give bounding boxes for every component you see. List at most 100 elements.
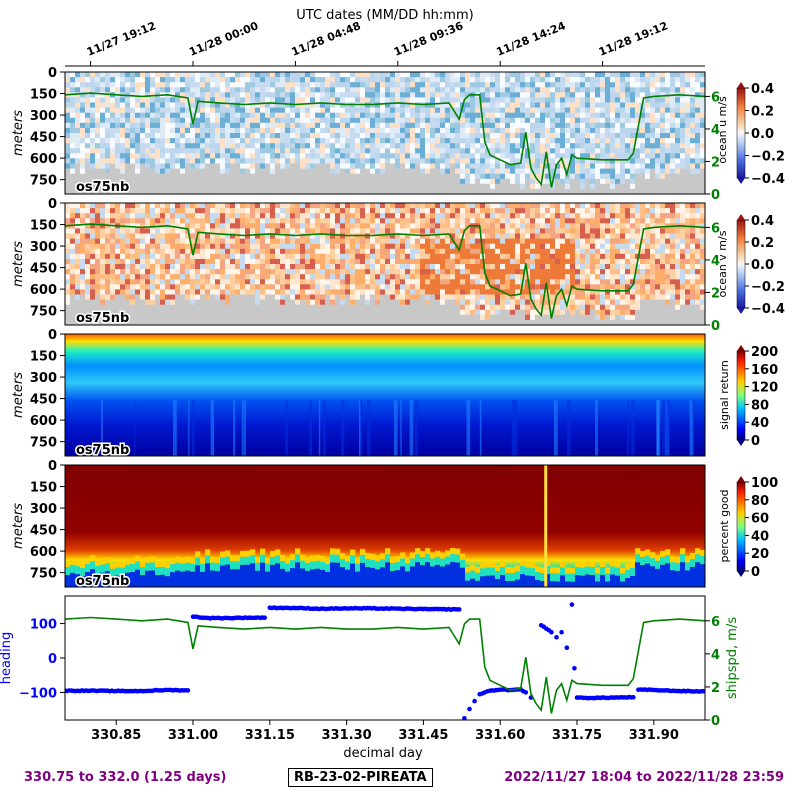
heatmap-cell <box>450 238 456 244</box>
heatmap-cell <box>100 248 106 255</box>
heatmap-cell <box>155 117 161 124</box>
heatmap-cell <box>230 258 236 265</box>
heatmap-cell <box>220 218 226 224</box>
speed-tick-label: 4 <box>711 123 720 138</box>
heatmap-cell <box>230 253 236 260</box>
heatmap-cell <box>275 107 281 113</box>
heatmap-cell <box>285 163 291 169</box>
heatmap-cell <box>280 213 286 219</box>
heatmap-cell <box>265 122 271 129</box>
heatmap-cell <box>575 138 581 144</box>
heatmap-cell <box>685 102 691 108</box>
heatmap-cell <box>645 158 651 164</box>
heatmap-cell <box>270 228 276 234</box>
heatmap-cell <box>355 158 361 164</box>
heatmap-cell <box>315 253 321 260</box>
heatmap-cell <box>220 133 226 139</box>
heatmap-cell <box>150 299 156 305</box>
heatmap-cell <box>200 163 206 169</box>
heatmap-cell <box>285 299 291 305</box>
heatmap-cell <box>365 284 371 290</box>
heatmap-cell <box>160 284 166 290</box>
heatmap-cell <box>320 233 326 239</box>
heatmap-cell <box>100 82 106 88</box>
heatmap-cell <box>70 253 76 260</box>
heatmap-cell <box>425 183 431 190</box>
heatmap-cell <box>320 279 326 285</box>
heatmap-cell <box>410 233 416 239</box>
heatmap-cell <box>560 138 566 144</box>
heatmap-cell <box>315 238 321 244</box>
heatmap-cell <box>465 87 471 93</box>
heatmap-cell <box>155 148 161 154</box>
heatmap-cell <box>440 77 446 83</box>
colorbar-u-top-arrow <box>737 82 745 88</box>
heatmap-cell <box>585 143 591 149</box>
heatmap-cell <box>160 178 166 185</box>
heatmap-cell <box>385 233 391 239</box>
heatmap-cell <box>400 143 406 149</box>
heatmap-cell <box>320 314 326 321</box>
heatmap-cell <box>215 248 221 255</box>
heatmap-cell <box>160 183 166 190</box>
heatmap-cell <box>415 122 421 129</box>
heatmap-cell <box>170 178 176 185</box>
heatmap-cell <box>225 117 231 124</box>
heatmap-cell <box>225 248 231 255</box>
heatmap-cell <box>690 148 696 154</box>
heatmap-cell <box>100 228 106 234</box>
heatmap-cell <box>100 127 106 134</box>
heatmap-cell <box>335 82 341 88</box>
heatmap-cell <box>315 279 321 285</box>
heatmap-cell <box>100 238 106 244</box>
heatmap-cell <box>455 97 461 103</box>
heatmap-cell <box>400 158 406 164</box>
heatmap-cell <box>135 279 141 285</box>
heatmap-cell <box>310 243 316 250</box>
heatmap-cell <box>640 188 646 194</box>
heatmap-cell <box>320 122 326 129</box>
heatmap-cell <box>590 117 596 124</box>
heatmap-cell <box>95 218 101 224</box>
heatmap-cell <box>305 92 311 98</box>
heatmap-cell <box>270 117 276 124</box>
heatmap-cell <box>380 304 386 311</box>
heatmap-cell <box>555 87 561 93</box>
heatmap-cell <box>250 97 256 103</box>
heatmap-cell <box>565 133 571 139</box>
heatmap-cell <box>325 269 331 275</box>
heatmap-cell <box>650 122 656 129</box>
heatmap-cell <box>425 168 431 174</box>
heatmap-cell <box>460 82 466 88</box>
heatmap-cell <box>80 92 86 98</box>
heatmap-cell <box>440 133 446 139</box>
heatmap-cell <box>75 243 81 250</box>
heatmap-cell <box>135 264 141 270</box>
heatmap-cell <box>555 168 561 174</box>
heatmap-cell <box>260 72 266 78</box>
heatmap-cell <box>120 314 126 321</box>
heatmap-cell <box>130 264 136 270</box>
heatmap-cell <box>80 228 86 234</box>
heatmap-cell <box>345 133 351 139</box>
heatmap-cell <box>410 138 416 144</box>
heatmap-cell <box>205 253 211 260</box>
heatmap-cell <box>535 82 541 88</box>
heatmap-cell <box>250 264 256 270</box>
heatmap-cell <box>535 87 541 93</box>
heatmap-cell <box>400 97 406 103</box>
heatmap-cell <box>440 178 446 185</box>
heatmap-cell <box>170 82 176 88</box>
heatmap-cell <box>165 213 171 219</box>
heatmap-cell <box>435 269 441 275</box>
heatmap-cell <box>120 188 126 194</box>
heatmap-cell <box>130 97 136 103</box>
heatmap-cell <box>90 314 96 321</box>
heatmap-cell <box>375 253 381 260</box>
heatmap-cell <box>450 243 456 250</box>
heatmap-cell <box>565 97 571 103</box>
heatmap-cell <box>145 82 151 88</box>
heatmap-cell <box>305 314 311 321</box>
heatmap-cell <box>605 97 611 103</box>
heatmap-cell <box>315 117 321 124</box>
